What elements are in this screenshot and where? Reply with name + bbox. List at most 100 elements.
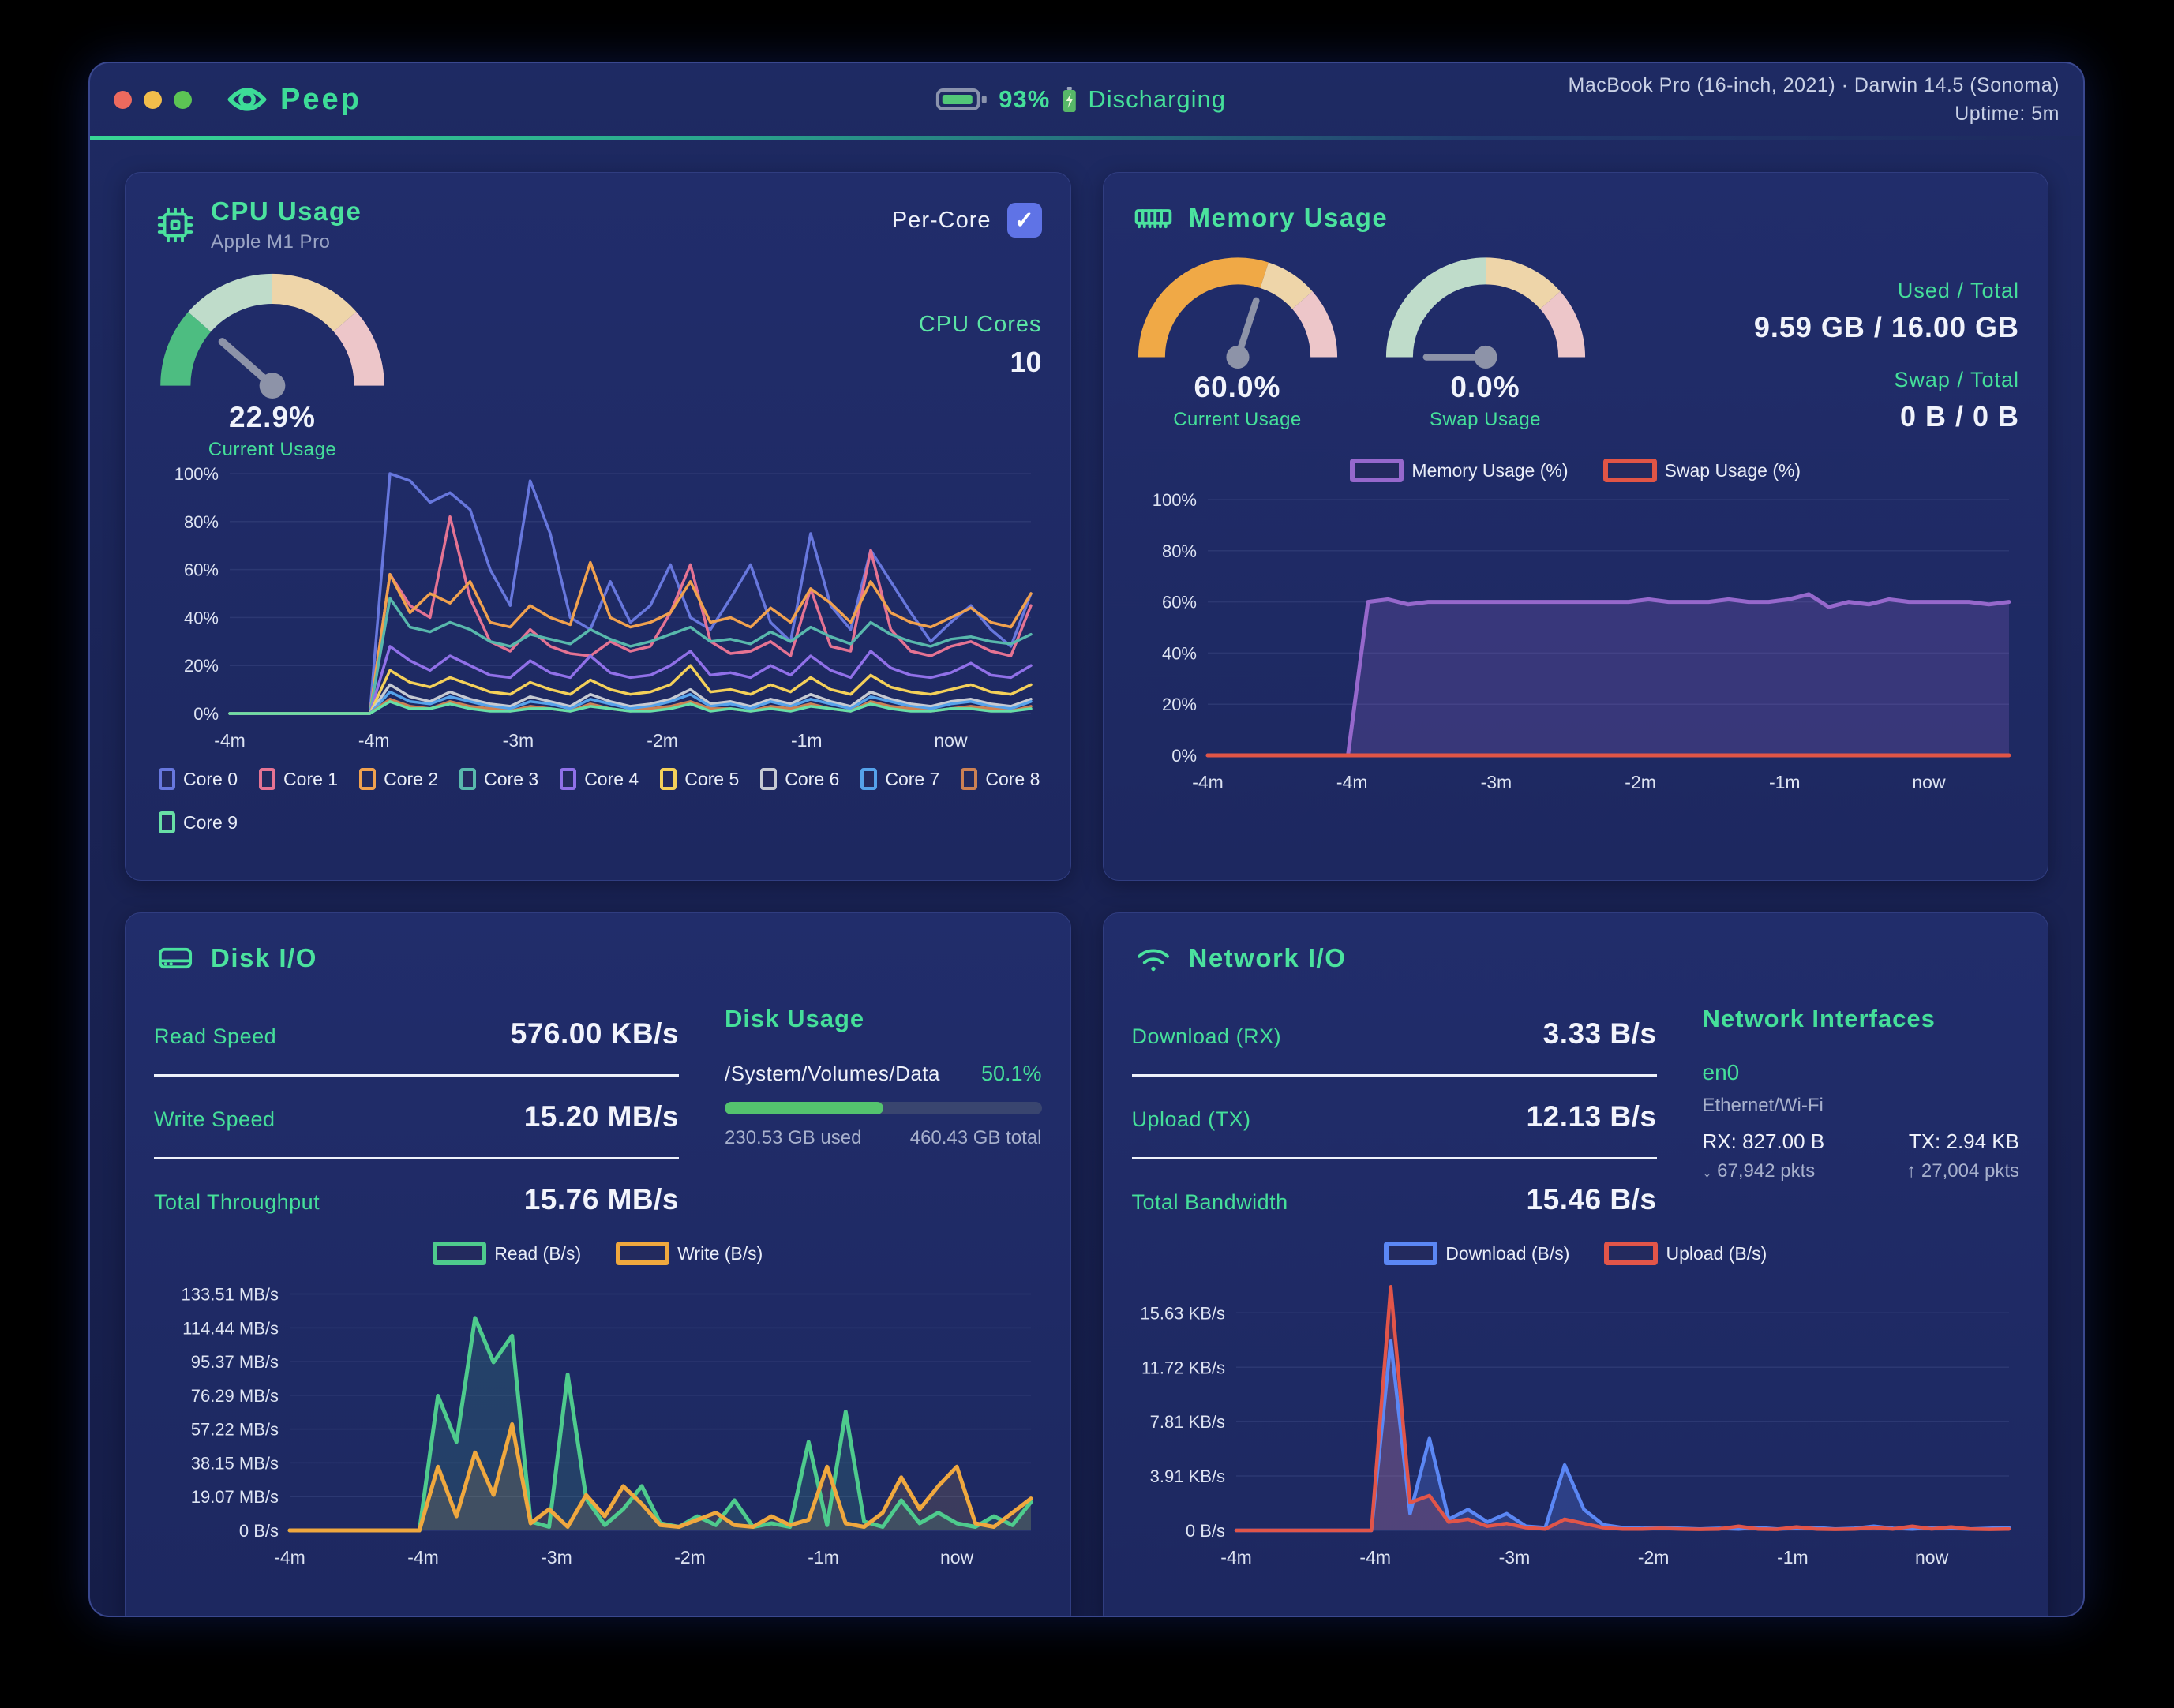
per-core-checkbox[interactable]: ✓ (1006, 203, 1042, 238)
interface-rx-packets: ↓ 67,942 pkts (1702, 1160, 1816, 1182)
cpu-gauge-value: 22.9% (229, 401, 316, 433)
memory-gauge-dial (1138, 257, 1337, 369)
disk-panel: Disk I/O Read Speed 576.00 KB/s Write Sp… (125, 912, 1071, 1616)
svg-text:40%: 40% (184, 608, 219, 627)
swap-gauge: 0.0% Swap Usage (1380, 242, 1591, 431)
disk-total-label: Total Throughput (154, 1190, 320, 1214)
svg-text:57.22 MB/s: 57.22 MB/s (191, 1420, 279, 1440)
charging-battery-icon (1063, 87, 1076, 112)
legend-swatch (159, 768, 175, 790)
minimize-button[interactable] (144, 90, 162, 109)
svg-text:80%: 80% (184, 512, 219, 532)
svg-text:40%: 40% (1161, 643, 1196, 663)
titlebar: Peep 93% Discharging MacBook Pro (16-inc… (90, 63, 2083, 136)
cpu-cores-block: CPU Cores 10 (919, 312, 1042, 379)
legend-label: Core 5 (684, 768, 740, 789)
legend-item-core-2[interactable]: Core 2 (359, 768, 438, 790)
svg-text:-3m: -3m (1480, 772, 1512, 792)
legend-item-core-3[interactable]: Core 3 (459, 768, 538, 790)
svg-text:60%: 60% (184, 560, 219, 580)
legend-item-core-6[interactable]: Core 6 (760, 768, 839, 790)
close-button[interactable] (114, 90, 132, 109)
used-total-label: Used / Total (1897, 279, 2019, 302)
disk-read-stat: Read Speed 576.00 KB/s (154, 994, 679, 1077)
legend-item-download-b-s-[interactable]: Download (B/s) (1384, 1242, 1569, 1265)
disk-write-label: Write Speed (154, 1107, 275, 1131)
disk-usage-percent: 50.1% (980, 1062, 1042, 1085)
svg-text:-1m: -1m (1768, 772, 1800, 792)
uptime: Uptime: 5m (1955, 103, 2060, 125)
legend-item-memory-usage-[interactable]: Memory Usage (%) (1350, 459, 1569, 482)
legend-item-upload-b-s-[interactable]: Upload (B/s) (1604, 1242, 1767, 1265)
download-stat: Download (RX) 3.33 B/s (1131, 994, 1657, 1077)
svg-text:3.91 KB/s: 3.91 KB/s (1149, 1466, 1224, 1486)
legend-label: Download (B/s) (1445, 1242, 1570, 1264)
per-core-label: Per-Core (891, 207, 991, 233)
svg-text:100%: 100% (1152, 490, 1196, 510)
interface-tx: TX: 2.94 KB (1908, 1129, 2019, 1153)
svg-text:-4m: -4m (407, 1547, 439, 1568)
app-window: Peep 93% Discharging MacBook Pro (16-inc… (88, 62, 2085, 1617)
legend-label: Core 4 (584, 768, 639, 789)
disk-usage-bar (725, 1102, 1042, 1114)
disk-stats: Read Speed 576.00 KB/s Write Speed 15.20… (154, 994, 679, 1240)
interfaces-heading: Network Interfaces (1702, 1005, 1936, 1032)
swap-gauge-value: 0.0% (1450, 371, 1520, 403)
svg-text:now: now (1914, 1547, 1948, 1568)
used-total-value: 9.59 GB / 16.00 GB (1753, 311, 2019, 343)
svg-text:114.44 MB/s: 114.44 MB/s (182, 1318, 279, 1338)
legend-item-core-4[interactable]: Core 4 (560, 768, 639, 790)
window-controls (114, 90, 192, 109)
bandwidth-stat: Total Bandwidth 15.46 B/s (1132, 1159, 1657, 1240)
legend-label: Core 8 (985, 768, 1040, 789)
zoom-button[interactable] (174, 90, 192, 109)
memory-gauge-value: 60.0% (1194, 371, 1281, 403)
legend-item-write-b-s-[interactable]: Write (B/s) (616, 1242, 763, 1265)
legend-swatch (1602, 459, 1657, 482)
legend-item-read-b-s-[interactable]: Read (B/s) (433, 1242, 581, 1265)
upload-stat: Upload (TX) 12.13 B/s (1131, 1077, 1657, 1159)
legend-swatch (1350, 459, 1404, 482)
cpu-cores-label: CPU Cores (918, 312, 1042, 337)
eye-logo-icon (227, 88, 267, 111)
titlebar-separator (90, 136, 2083, 140)
svg-text:133.51 MB/s: 133.51 MB/s (181, 1285, 279, 1305)
app-brand: Peep (227, 83, 362, 117)
memory-panel: Memory Usage 60.0% Current Usage 0.0% Sw… (1102, 172, 2048, 881)
legend-item-core-5[interactable]: Core 5 (660, 768, 739, 790)
legend-item-core-1[interactable]: Core 1 (259, 768, 338, 790)
network-io-chart: 0 B/s 3.91 KB/s 7.81 KB/s 11.72 KB/s 15.63 K… (1140, 1285, 2011, 1568)
legend-label: Swap Usage (%) (1664, 459, 1801, 481)
bandwidth-label: Total Bandwidth (1131, 1190, 1288, 1214)
legend-item-swap-usage-[interactable]: Swap Usage (%) (1602, 459, 1801, 482)
svg-text:now: now (940, 1547, 974, 1568)
svg-text:80%: 80% (1161, 541, 1196, 561)
memory-gauge-caption: Current Usage (1173, 409, 1302, 430)
svg-text:-4m: -4m (274, 1547, 305, 1568)
app-title: Peep (280, 82, 362, 116)
upload-label: Upload (TX) (1131, 1107, 1251, 1131)
machine-info: MacBook Pro (16-inch, 2021) · Darwin 14.… (1568, 73, 2060, 96)
disk-drive-icon (158, 947, 193, 969)
cpu-chart-legend: Core 0 Core 1 Core 2 Core 3 Core 4 Core 5 Core… (159, 768, 1042, 833)
cpu-usage-chart: 0% 20% 40% 60% 80% 100% -4m -4m -3m -2m -1m now (174, 464, 1033, 751)
svg-text:20%: 20% (1161, 695, 1196, 714)
legend-item-core-7[interactable]: Core 7 (860, 768, 939, 790)
memory-totals: Used / Total 9.59 GB / 16.00 GB Swap / T… (1754, 279, 2019, 457)
disk-total-value: 15.76 MB/s (523, 1183, 679, 1215)
svg-text:-2m: -2m (674, 1547, 706, 1568)
svg-text:now: now (1912, 772, 1946, 792)
dashboard-grid: CPU Usage Apple M1 Pro Per-Core ✓ 22.9% … (90, 140, 2083, 1616)
legend-item-core-8[interactable]: Core 8 (961, 768, 1040, 790)
disk-write-value: 15.20 MB/s (523, 1100, 679, 1133)
legend-label: Core 0 (183, 768, 238, 789)
svg-text:15.63 KB/s: 15.63 KB/s (1140, 1303, 1225, 1323)
battery-icon (935, 88, 987, 110)
memory-chart-legend: Memory Usage (%) Swap Usage (%) (1132, 459, 2020, 482)
legend-item-core-9[interactable]: Core 9 (159, 811, 238, 833)
legend-swatch (860, 768, 878, 790)
legend-item-core-0[interactable]: Core 0 (159, 768, 238, 790)
legend-swatch (159, 811, 175, 833)
legend-swatch (616, 1242, 670, 1265)
svg-text:-3m: -3m (1498, 1547, 1530, 1568)
